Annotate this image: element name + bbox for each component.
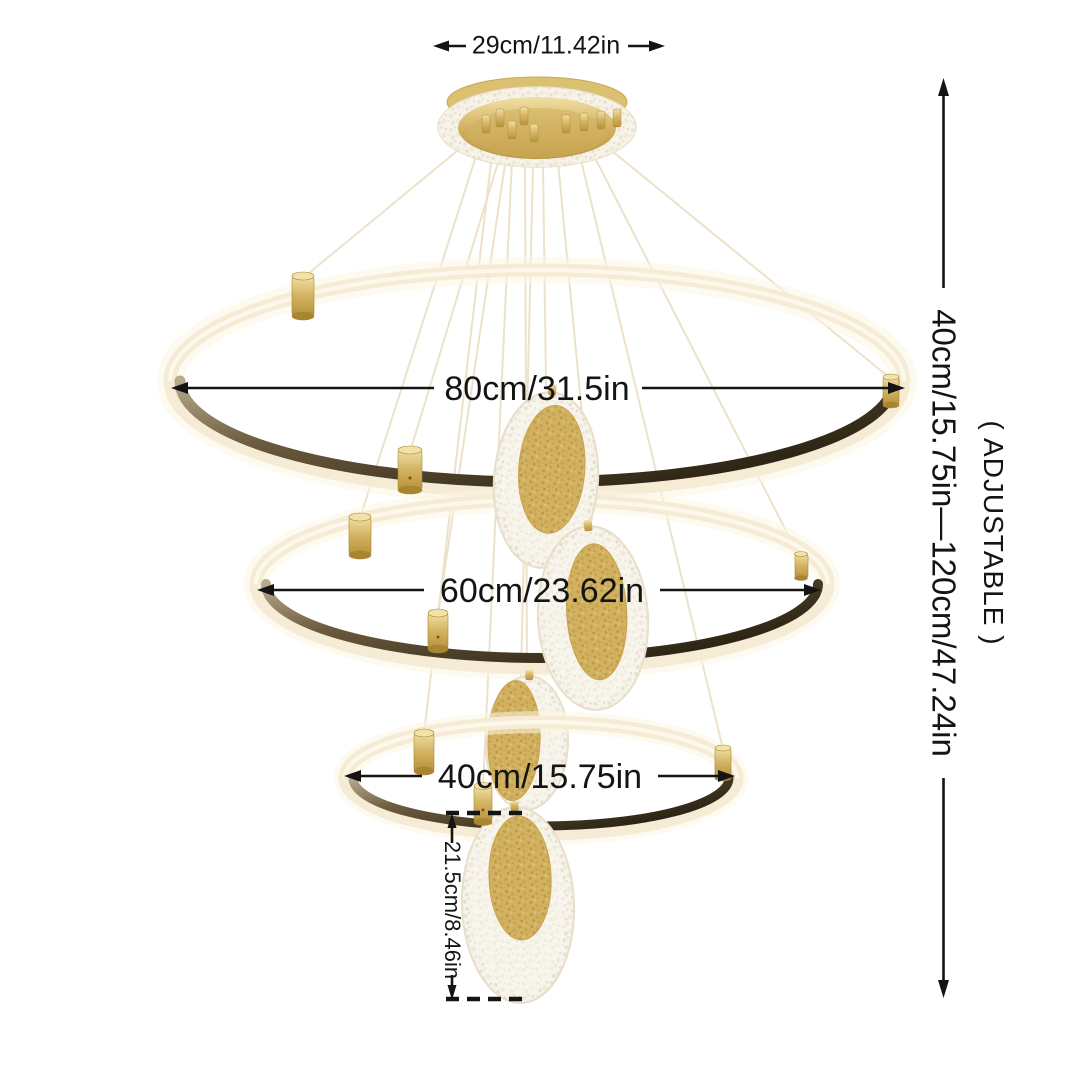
ring-60cm-inner-band bbox=[261, 579, 823, 663]
cable-clamp bbox=[413, 728, 435, 776]
dimension-ring-80 bbox=[171, 382, 905, 394]
cable-clamp bbox=[427, 608, 449, 654]
pendant-gold-plate bbox=[487, 680, 541, 802]
canopy-cable-grippers bbox=[481, 106, 622, 143]
dimension-height-adjustable bbox=[938, 78, 949, 998]
dimension-canopy-width bbox=[433, 40, 665, 52]
cable-clamp bbox=[473, 782, 493, 826]
adjustable-height-range-label: 40cm/15.75in—120cm/47.24in bbox=[925, 309, 963, 757]
ceiling-canopy bbox=[437, 76, 637, 168]
pendant-2 bbox=[536, 520, 650, 711]
medium-ring-diameter-label: 60cm/23.62in bbox=[439, 572, 645, 610]
cable-clamp bbox=[291, 271, 315, 321]
dimension-ring-40 bbox=[344, 770, 735, 782]
cable-clamp bbox=[794, 551, 809, 581]
small-ring-diameter-label: 40cm/15.75in bbox=[437, 758, 643, 796]
pendant-gold-plate bbox=[488, 815, 552, 941]
pendant-connector bbox=[548, 384, 557, 396]
dimension-ring-60 bbox=[257, 584, 821, 596]
canopy-diameter-label: 29cm/11.42in bbox=[471, 31, 621, 60]
pendant-connector bbox=[510, 800, 519, 812]
pendant-1 bbox=[492, 384, 600, 569]
pendant-height-label: 21.5cm/8.46in bbox=[440, 840, 465, 980]
cable-clamp bbox=[397, 445, 423, 495]
large-ring-diameter-label: 80cm/31.5in bbox=[444, 370, 630, 408]
pendant-connector bbox=[583, 520, 593, 532]
adjustable-note-label: ( ADJUSTABLE ) bbox=[978, 420, 1009, 646]
pendant-gold-plate bbox=[518, 404, 586, 534]
pendant-4 bbox=[460, 800, 576, 1004]
dimension-pendant-height bbox=[446, 810, 526, 1002]
pendant-gold-plate bbox=[566, 543, 628, 681]
dimension-lines bbox=[171, 40, 949, 1002]
pendant-connector bbox=[525, 669, 534, 681]
cable-clamp bbox=[348, 512, 372, 560]
